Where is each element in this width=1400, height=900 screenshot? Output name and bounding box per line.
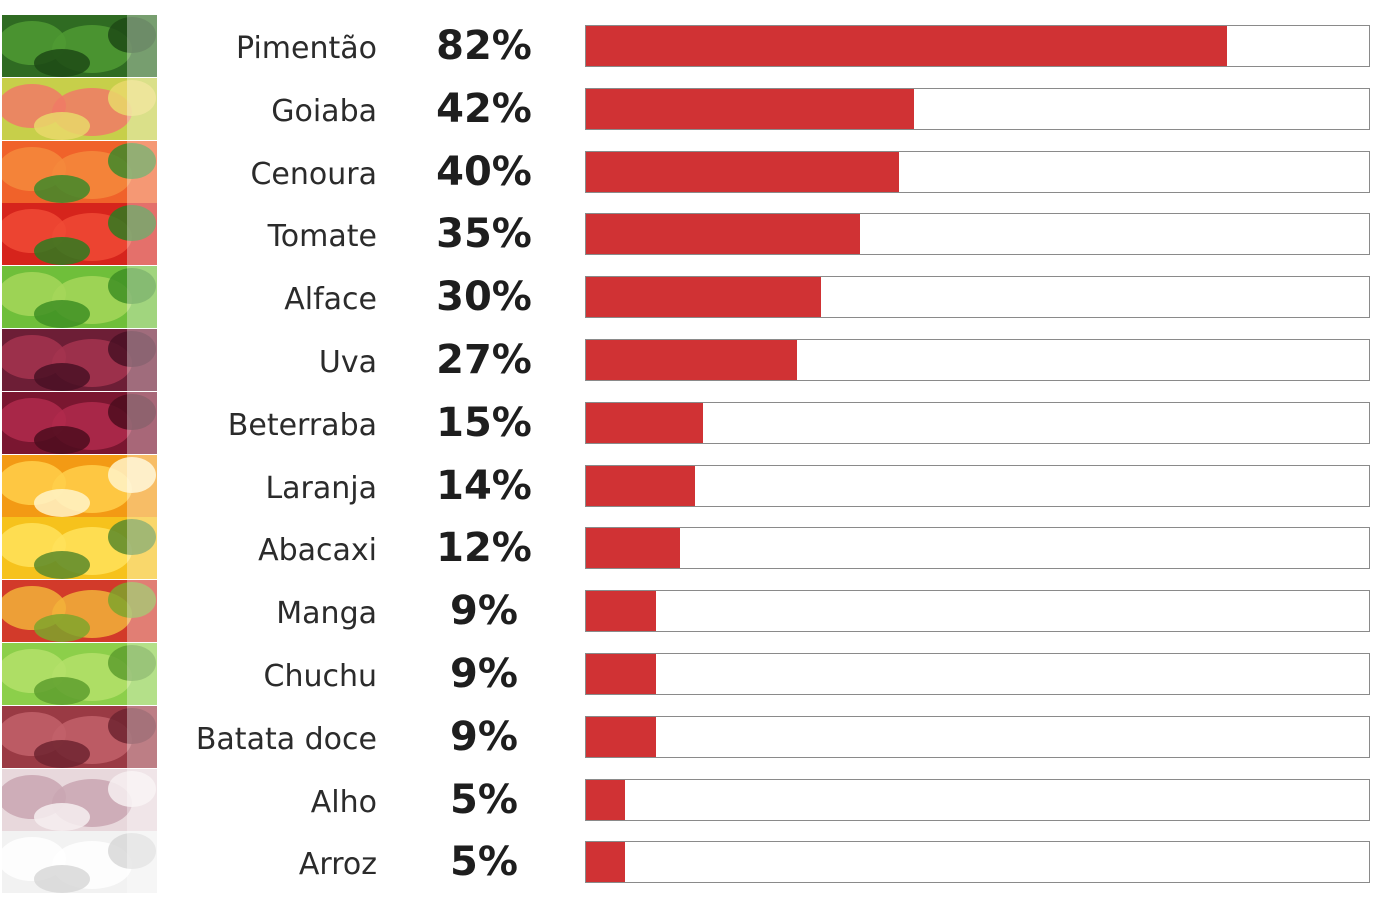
bar-row: Arroz 5% [0,831,1400,894]
category-label: Abacaxi [258,533,377,569]
grape-icon [2,329,157,391]
category-label: Alho [310,784,377,820]
mango-icon [2,580,157,643]
bar [586,26,1228,66]
green-pepper-icon [2,15,157,77]
tomato-icon [2,203,157,266]
value-label: 40% [436,148,532,195]
category-label: Goiaba [271,93,377,129]
category-label: Chuchu [263,659,378,694]
value-label: 42% [436,85,532,132]
bar-track [585,339,1370,381]
bar-track [585,401,1370,444]
bar-track [585,213,1370,256]
bar-track [585,87,1370,130]
beet-icon [2,391,157,454]
category-label: Tomate [267,219,377,255]
bar-track [585,464,1370,507]
category-label: Uva [318,345,377,380]
bar-row: Beterraba 15% [0,391,1400,455]
category-label: Alface [284,282,377,318]
bar [586,151,899,192]
bar [586,528,680,569]
orange-icon [2,454,157,517]
bar-row: Manga 9% [0,580,1400,643]
value-label: 12% [436,525,532,572]
chayote-icon [2,643,157,705]
bar [586,340,798,380]
value-label: 9% [450,588,518,635]
bar-row: Uva 27% [0,329,1400,392]
carrot-icon [2,140,157,203]
bar-track [585,276,1370,319]
value-label: 14% [436,462,532,509]
bar [586,654,657,694]
bar-track [585,590,1370,633]
garlic-icon [2,768,157,831]
value-label: 30% [436,274,532,321]
value-label: 5% [450,776,518,823]
bar-track [585,25,1370,67]
value-label: 27% [436,337,532,383]
value-label: 9% [450,651,518,697]
bar [586,88,915,129]
bar [586,591,657,632]
value-label: 82% [436,23,532,69]
pineapple-icon [2,517,157,580]
bar [586,779,626,820]
value-label: 35% [436,211,532,258]
bar-row: Cenoura 40% [0,140,1400,204]
category-label: Arroz [298,847,377,883]
bar-row: Goiaba 42% [0,77,1400,141]
lettuce-icon [2,266,157,329]
bar [586,842,626,883]
bar [586,465,696,506]
category-label: Pimentão [236,31,377,66]
bar [586,402,704,443]
value-label: 9% [450,713,518,760]
bar-track [585,841,1370,884]
category-label: Manga [276,596,377,632]
value-label: 15% [436,399,532,446]
bar [586,214,860,255]
bar-track [585,778,1370,821]
bar-track [585,715,1370,758]
category-label: Laranja [265,470,377,506]
bar-row: Alface 30% [0,266,1400,329]
category-label: Beterraba [227,407,377,443]
bar-track [585,653,1370,695]
value-label: 5% [450,839,518,886]
guava-icon [2,77,157,140]
bar-row: Pimentão 82% [0,15,1400,78]
rice-icon [2,831,157,894]
bar-row: Laranja 14% [0,454,1400,518]
bar-row: Batata doce 9% [0,705,1400,769]
bar-row: Tomate 35% [0,203,1400,266]
category-label: Cenoura [250,156,377,192]
bar-row: Alho 5% [0,768,1400,832]
bar [586,277,821,318]
sweet-potato-icon [2,705,157,768]
bar-row: Chuchu 9% [0,643,1400,706]
bar [586,716,657,757]
bar-track [585,527,1370,570]
bar-row: Abacaxi 12% [0,517,1400,580]
category-label: Batata doce [195,721,377,757]
bar-track [585,150,1370,193]
